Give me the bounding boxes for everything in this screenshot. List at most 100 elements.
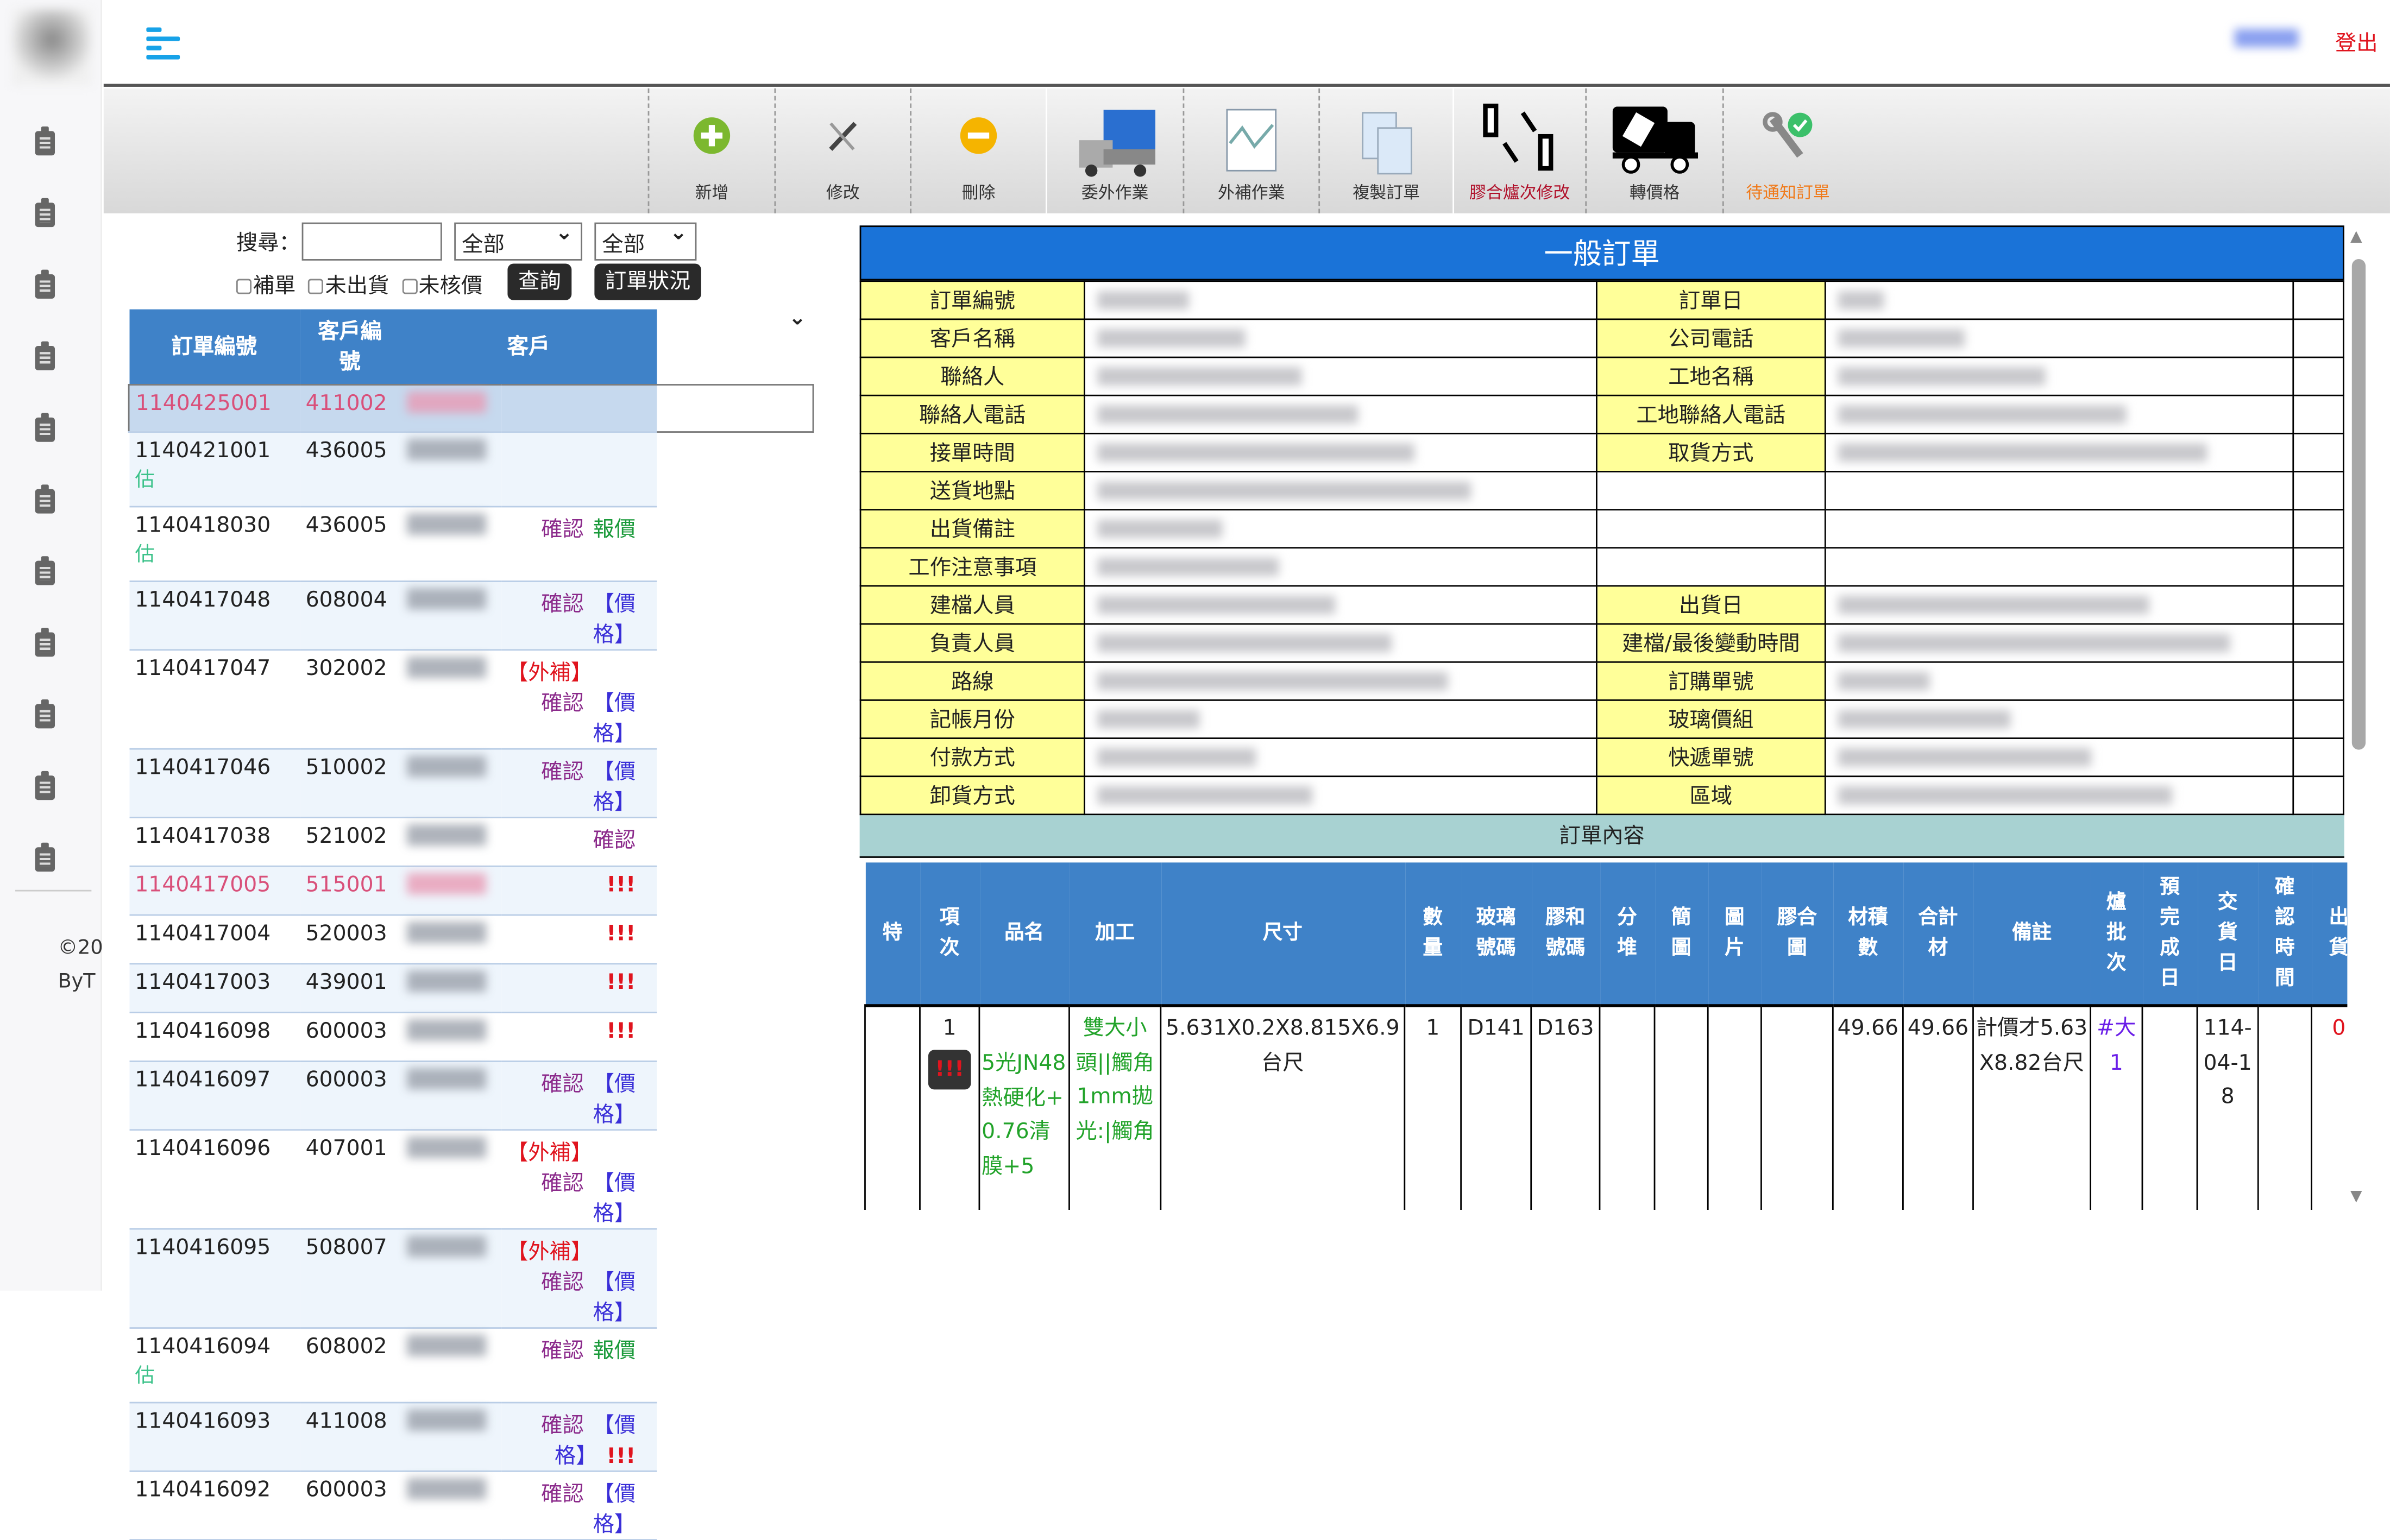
toolbar-button-2[interactable]: 修改 — [774, 88, 910, 213]
search-input[interactable] — [301, 222, 442, 261]
field-value[interactable] — [1084, 585, 1597, 625]
scroll-down-icon[interactable]: ▼ — [2350, 1188, 2362, 1206]
order-number[interactable]: 1140417047 — [135, 656, 271, 680]
order-number[interactable]: 1140416092 — [135, 1477, 271, 1502]
logout-link[interactable]: 登出 — [2335, 31, 2378, 56]
order-number[interactable]: 1140421001 — [135, 438, 271, 463]
detail-row[interactable]: 1!!! 5光JN48熱硬化+0.76清膜+5 雙大小頭||觸角1mm拋光:|觸角 5… — [864, 1004, 2348, 1210]
order-row[interactable]: 1140417048 608004 確認 【價格】 — [129, 580, 813, 650]
field-value[interactable] — [1084, 623, 1597, 663]
clipboard-icon[interactable] — [35, 556, 55, 585]
clipboard-icon[interactable] — [35, 842, 55, 872]
confirm-link[interactable]: 確認 — [541, 1413, 584, 1438]
col-order-number[interactable]: 訂單編號 — [129, 309, 300, 384]
price-link[interactable]: 【價格】 — [593, 1171, 636, 1226]
field-value[interactable] — [1824, 280, 2294, 320]
query-button[interactable]: 查詢 — [507, 263, 572, 300]
field-value[interactable] — [1084, 356, 1597, 396]
order-number[interactable]: 1140417003 — [135, 970, 271, 994]
field-value[interactable] — [1824, 737, 2294, 778]
order-number[interactable]: 1140417048 — [135, 587, 271, 612]
field-value[interactable] — [1084, 432, 1597, 472]
avatar[interactable] — [12, 9, 92, 86]
order-row[interactable]: 1140416097 600003 確認 【價格】 — [129, 1061, 813, 1130]
confirm-link[interactable]: 確認 — [541, 691, 584, 716]
order-number[interactable]: 1140416094 — [135, 1334, 271, 1359]
alert-badge[interactable]: !!! — [928, 1049, 971, 1089]
order-row[interactable]: 1140417047 302002 【外補】確認 【價格】 — [129, 649, 813, 749]
toolbar-button-5[interactable]: 外補作業 — [1183, 88, 1319, 213]
col-customer-number[interactable]: 客戶編號 — [299, 309, 400, 384]
order-number[interactable]: 1140417004 — [135, 921, 271, 946]
order-row[interactable]: 1140425001 411002 — [129, 384, 814, 432]
order-row[interactable]: 1140417046 510002 確認 【價格】 — [129, 748, 813, 818]
field-value[interactable] — [1084, 280, 1597, 320]
field-value[interactable] — [1084, 394, 1597, 434]
filter-select-1[interactable]: 全部 — [454, 221, 582, 261]
field-value[interactable] — [1824, 318, 2294, 358]
scrollbar[interactable]: ▲ ▼ — [2347, 229, 2370, 1211]
order-row[interactable]: 1140418030 估 436005 確認 報價 — [129, 506, 813, 582]
field-value[interactable] — [1824, 661, 2294, 701]
hamburger-icon[interactable] — [146, 27, 180, 61]
checkbox-not-shipped[interactable]: 未出貨 — [308, 274, 389, 299]
confirm-link[interactable]: 確認 — [541, 1171, 584, 1196]
toolbar-button-4[interactable]: 委外作業 — [1045, 88, 1183, 213]
order-row[interactable]: 1140416094 估 608002 確認 報價 — [129, 1327, 813, 1403]
scrollbar-thumb[interactable] — [2351, 259, 2366, 750]
clipboard-icon[interactable] — [35, 484, 55, 514]
field-value[interactable] — [1824, 775, 2294, 816]
field-value[interactable] — [1824, 432, 2294, 472]
quote-link[interactable]: 報價 — [593, 517, 636, 542]
col-customer[interactable]: 客戶 — [400, 309, 657, 384]
order-row[interactable]: 1140416092 600003 確認 【價格】 — [129, 1470, 813, 1540]
price-link[interactable]: 【價格】 — [593, 1270, 636, 1325]
order-row[interactable]: 1140417038 521002 確認 — [129, 817, 813, 867]
scroll-up-icon[interactable]: ▲ — [2350, 228, 2362, 245]
price-link[interactable]: 【價格】 — [593, 1072, 636, 1127]
field-value[interactable] — [1824, 585, 2294, 625]
confirm-link[interactable]: 確認 — [541, 1481, 584, 1506]
field-value[interactable] — [1084, 661, 1597, 701]
field-value[interactable] — [1824, 394, 2294, 434]
toolbar-button-1[interactable]: 新增 — [647, 88, 775, 213]
order-row[interactable]: 1140416095 508007 【外補】確認 【價格】 — [129, 1228, 813, 1328]
field-value[interactable] — [1824, 699, 2294, 739]
confirm-link[interactable]: 確認 — [541, 517, 584, 542]
clipboard-icon[interactable] — [35, 771, 55, 800]
filter-select-2[interactable]: 全部 — [594, 221, 697, 261]
order-number[interactable]: 1140416098 — [135, 1018, 271, 1043]
order-row[interactable]: 1140421001 估 436005 — [129, 431, 813, 507]
order-number[interactable]: 1140418030 — [135, 513, 271, 538]
field-value[interactable] — [1084, 318, 1597, 358]
confirm-link[interactable]: 確認 — [541, 592, 584, 617]
clipboard-icon[interactable] — [35, 126, 55, 156]
price-link[interactable]: 【價格】 — [593, 759, 636, 815]
toolbar-button-6[interactable]: 複製訂單 — [1318, 88, 1452, 213]
field-value[interactable] — [1824, 623, 2294, 663]
field-value[interactable] — [1084, 699, 1597, 739]
field-value[interactable] — [1084, 737, 1597, 778]
confirm-link[interactable]: 確認 — [541, 1072, 584, 1096]
price-link[interactable]: 【價格】 — [593, 1481, 636, 1537]
order-number[interactable]: 1140416097 — [135, 1067, 271, 1092]
clipboard-icon[interactable] — [35, 413, 55, 442]
price-link[interactable]: 【價格】 — [593, 592, 636, 647]
order-number[interactable]: 1140416093 — [135, 1409, 271, 1434]
order-row[interactable]: 1140416093 411008 確認 【價格】!!! — [129, 1402, 813, 1472]
field-value[interactable] — [1084, 775, 1597, 816]
field-value[interactable] — [1824, 356, 2294, 396]
checkbox-not-priced[interactable]: 未核價 — [401, 274, 482, 299]
clipboard-icon[interactable] — [35, 341, 55, 370]
order-number[interactable]: 1140417038 — [135, 823, 271, 848]
toolbar-button-3[interactable]: 刪除 — [910, 88, 1046, 213]
checkbox-resupply[interactable]: 補單 — [236, 274, 295, 299]
order-number[interactable]: 1140416095 — [135, 1235, 271, 1260]
order-number[interactable]: 1140417005 — [135, 872, 271, 897]
price-link[interactable]: 【價格】 — [593, 691, 636, 746]
order-row[interactable]: 1140417004 520003!!! — [129, 914, 813, 964]
confirm-link[interactable]: 確認 — [593, 828, 636, 853]
order-status-button[interactable]: 訂單狀況 — [594, 263, 701, 300]
order-row[interactable]: 1140416096 407001 【外補】確認 【價格】 — [129, 1129, 813, 1229]
toolbar-button-9[interactable]: 待通知訂單 — [1722, 88, 1852, 213]
